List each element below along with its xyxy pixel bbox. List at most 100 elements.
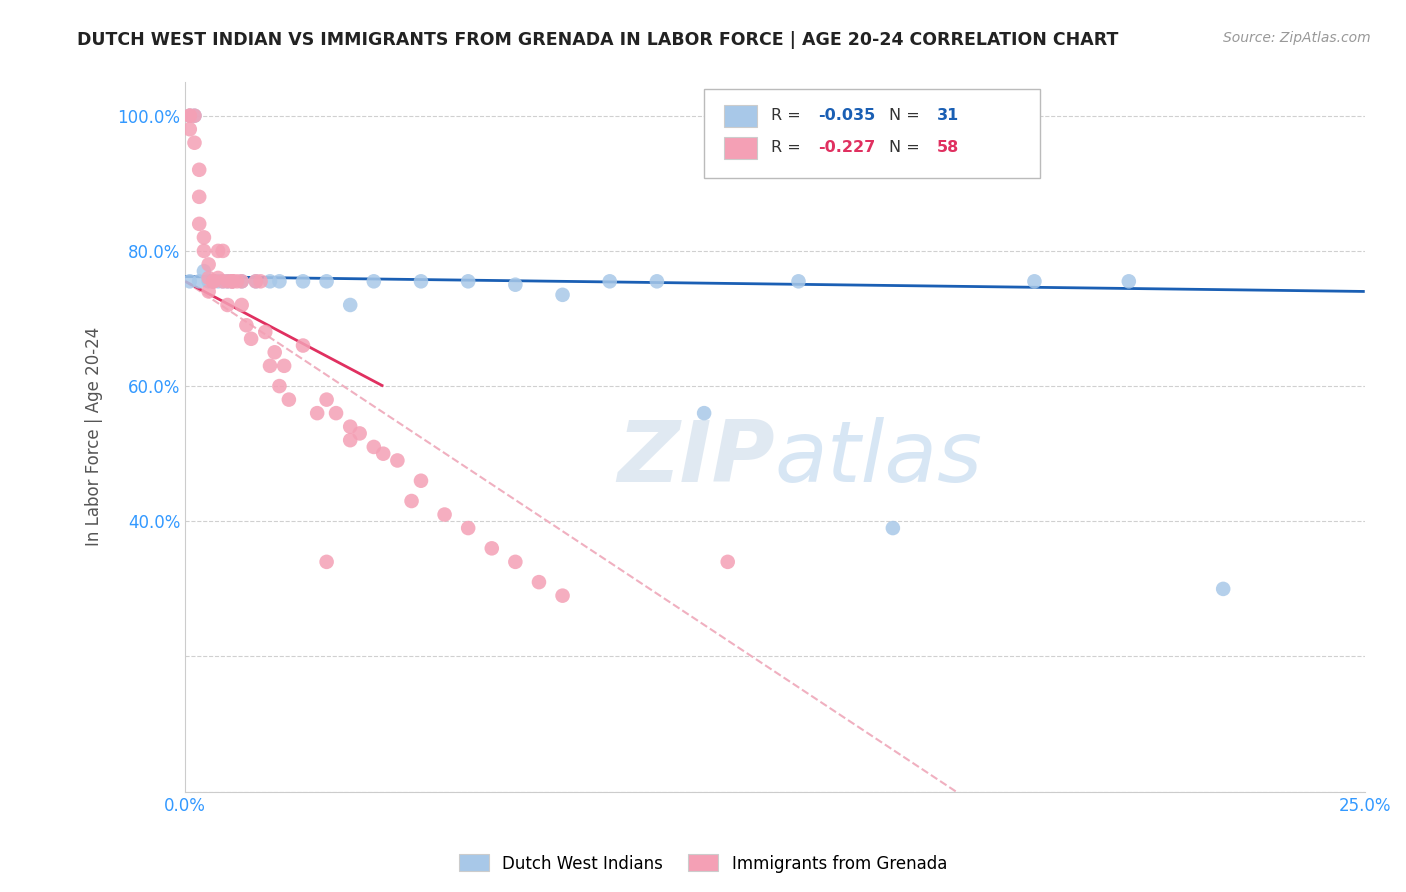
Point: [226, 274, 249, 288]
Point: [193, 244, 215, 258]
Point: [1118, 274, 1140, 288]
Point: [787, 274, 810, 288]
Text: -0.035: -0.035: [818, 109, 876, 123]
Point: [188, 274, 211, 288]
Point: [207, 244, 229, 258]
Text: Source: ZipAtlas.com: Source: ZipAtlas.com: [1223, 31, 1371, 45]
Point: [211, 274, 233, 288]
Point: [221, 274, 243, 288]
Point: [433, 508, 456, 522]
Point: [259, 274, 281, 288]
Point: [202, 274, 225, 288]
Point: [717, 555, 740, 569]
Point: [245, 274, 267, 288]
Point: [339, 433, 361, 447]
Point: [277, 392, 299, 407]
Text: N =: N =: [890, 109, 925, 123]
Text: ZIP: ZIP: [617, 417, 775, 500]
Point: [349, 426, 371, 441]
Point: [363, 440, 385, 454]
Point: [207, 274, 229, 288]
Point: [221, 274, 243, 288]
Point: [339, 419, 361, 434]
Point: [325, 406, 347, 420]
Point: [457, 521, 479, 535]
Point: [188, 190, 211, 204]
Point: [183, 109, 205, 123]
Point: [188, 217, 211, 231]
Point: [645, 274, 668, 288]
Point: [481, 541, 503, 556]
Point: [292, 274, 315, 288]
Point: [505, 555, 527, 569]
Point: [197, 257, 219, 271]
Text: R =: R =: [772, 140, 806, 155]
Point: [693, 406, 716, 420]
Point: [197, 285, 219, 299]
Point: [339, 298, 361, 312]
Point: [254, 325, 277, 339]
Point: [179, 122, 201, 136]
Point: [409, 274, 432, 288]
Point: [202, 274, 225, 288]
Point: [211, 244, 233, 258]
Point: [188, 162, 211, 177]
Point: [1024, 274, 1046, 288]
Point: [269, 274, 291, 288]
FancyBboxPatch shape: [724, 137, 758, 159]
Point: [599, 274, 621, 288]
Point: [457, 274, 479, 288]
Point: [217, 274, 239, 288]
Text: 58: 58: [936, 140, 959, 155]
Point: [207, 271, 229, 285]
Point: [183, 109, 205, 123]
Point: [315, 555, 337, 569]
Point: [505, 277, 527, 292]
Point: [197, 274, 219, 288]
Point: [221, 274, 243, 288]
Text: R =: R =: [772, 109, 806, 123]
Text: -0.227: -0.227: [818, 140, 876, 155]
Point: [1212, 582, 1234, 596]
Point: [259, 359, 281, 373]
Point: [315, 274, 337, 288]
Point: [179, 274, 201, 288]
Point: [292, 338, 315, 352]
Text: DUTCH WEST INDIAN VS IMMIGRANTS FROM GRENADA IN LABOR FORCE | AGE 20-24 CORRELAT: DUTCH WEST INDIAN VS IMMIGRANTS FROM GRE…: [77, 31, 1119, 49]
Point: [373, 447, 395, 461]
Point: [882, 521, 904, 535]
Point: [527, 575, 550, 590]
Point: [183, 136, 205, 150]
Point: [211, 274, 233, 288]
Point: [197, 271, 219, 285]
Point: [202, 274, 225, 288]
Point: [221, 274, 243, 288]
Point: [269, 379, 291, 393]
Point: [217, 298, 239, 312]
Point: [551, 288, 574, 302]
Point: [235, 318, 257, 333]
Point: [193, 230, 215, 244]
Point: [249, 274, 271, 288]
FancyBboxPatch shape: [724, 105, 758, 127]
Point: [179, 109, 201, 123]
Point: [202, 274, 225, 288]
Point: [231, 298, 253, 312]
Point: [273, 359, 295, 373]
Point: [240, 332, 263, 346]
Legend: Dutch West Indians, Immigrants from Grenada: Dutch West Indians, Immigrants from Gren…: [453, 847, 953, 880]
Point: [179, 109, 201, 123]
Point: [179, 109, 201, 123]
FancyBboxPatch shape: [704, 89, 1040, 178]
Point: [307, 406, 329, 420]
Point: [401, 494, 423, 508]
Point: [231, 274, 253, 288]
Y-axis label: In Labor Force | Age 20-24: In Labor Force | Age 20-24: [86, 327, 103, 547]
Point: [315, 392, 337, 407]
Point: [551, 589, 574, 603]
Text: atlas: atlas: [775, 417, 983, 500]
Point: [231, 274, 253, 288]
Text: N =: N =: [890, 140, 925, 155]
Point: [409, 474, 432, 488]
Point: [217, 274, 239, 288]
